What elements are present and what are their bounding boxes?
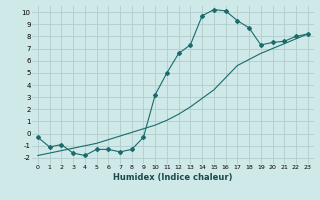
X-axis label: Humidex (Indice chaleur): Humidex (Indice chaleur) (113, 173, 233, 182)
